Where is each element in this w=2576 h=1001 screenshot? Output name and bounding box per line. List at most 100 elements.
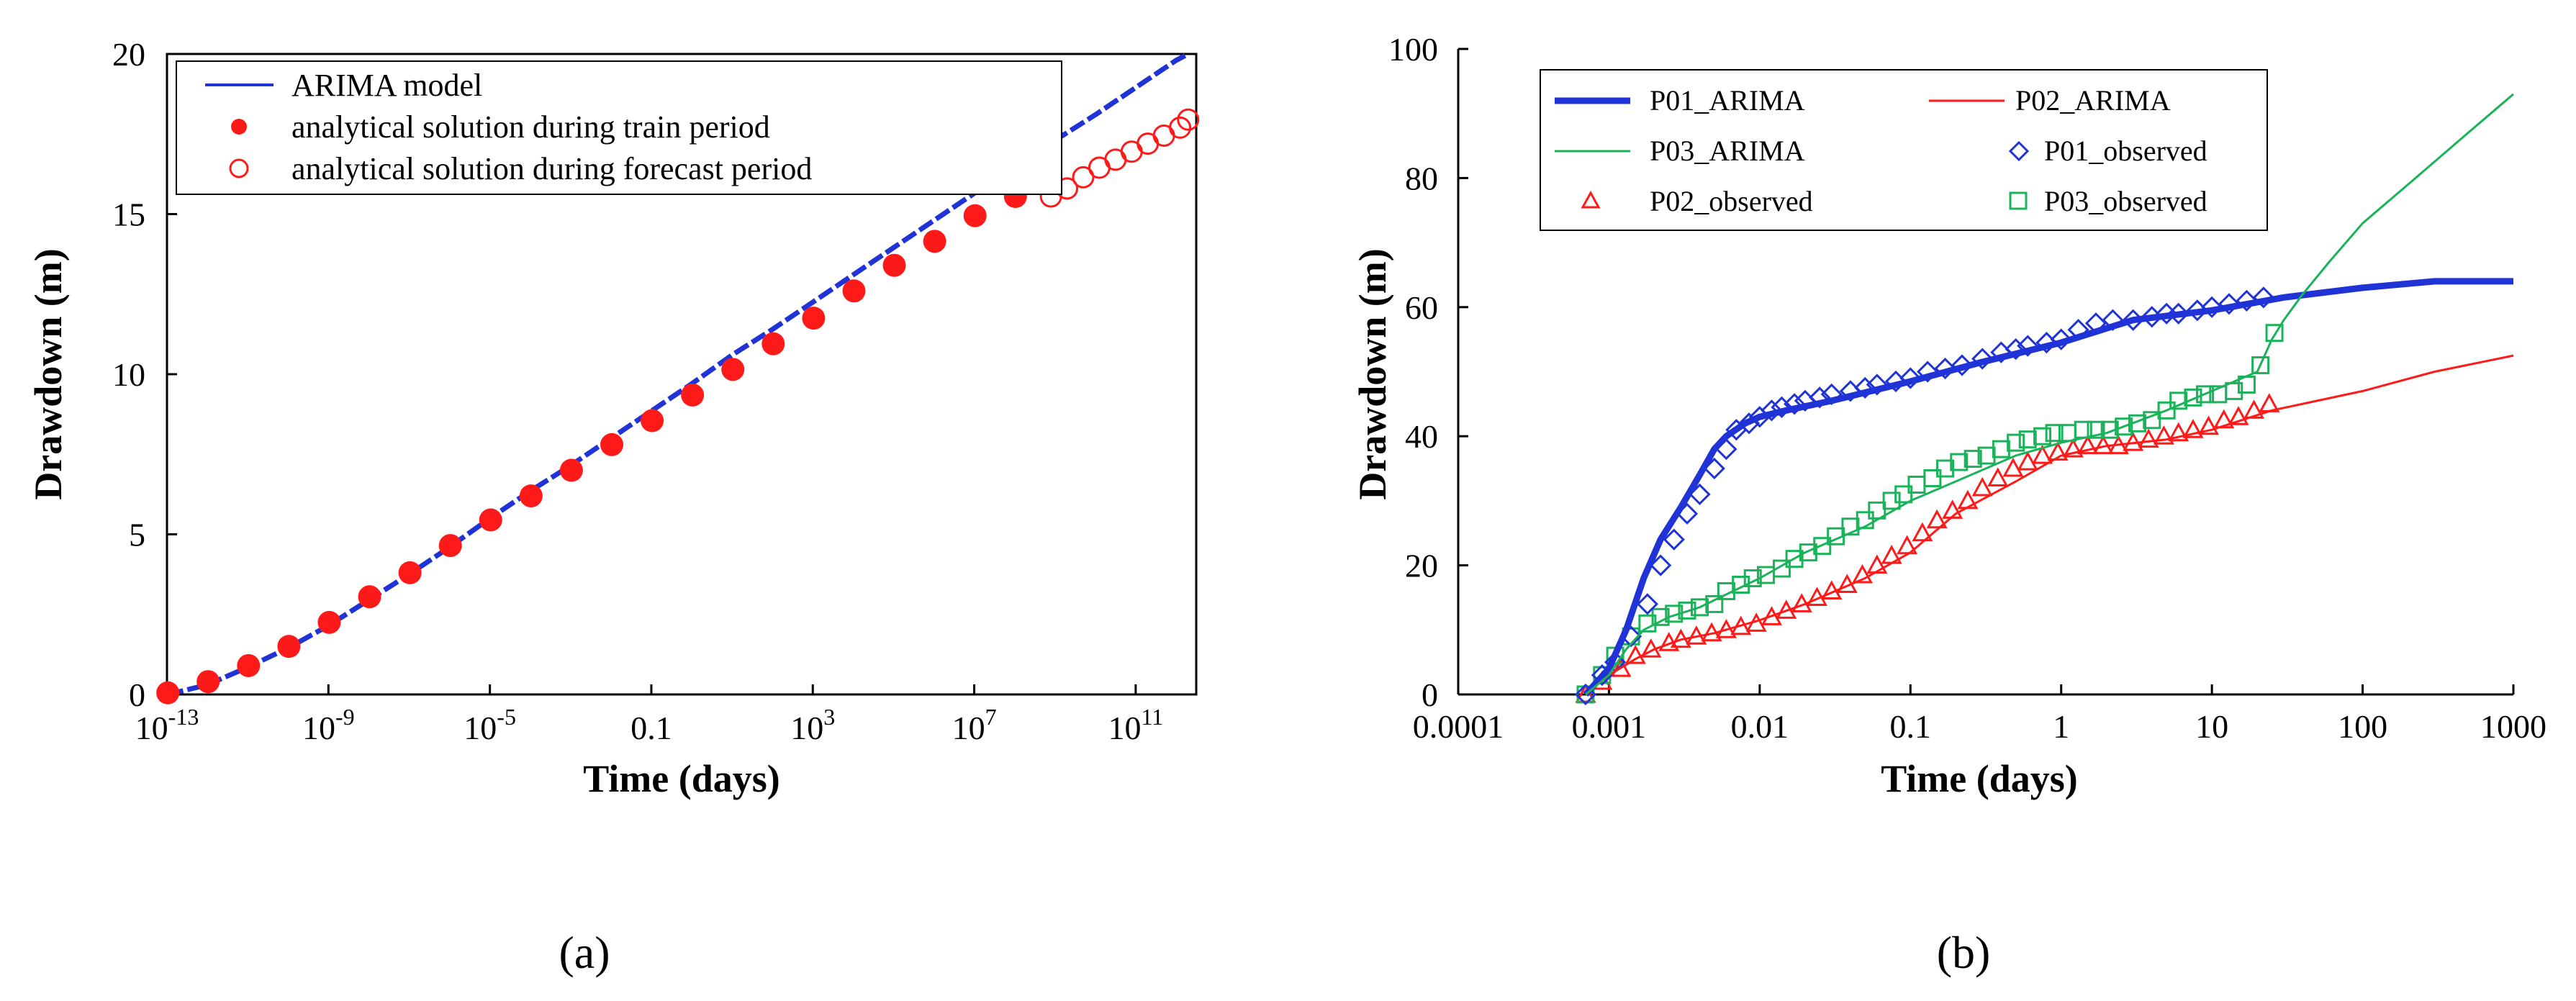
chart-b-p02-observed-point — [2197, 415, 2220, 435]
chart-b-p01-observed-point — [2017, 335, 2039, 357]
chart-b-series-p02-arima — [1585, 354, 2514, 696]
chart-a-train-point — [882, 253, 906, 277]
chart-b-p02-observed-point — [1610, 657, 1632, 677]
chart-a-y-axis-label: Drawdown (m) — [27, 248, 70, 499]
chart-a-train-point — [196, 670, 220, 694]
chart-b-legend-label-p01-observed: P01_observed — [2044, 135, 2207, 167]
chart-b-x-tick-label: 0.0001 — [1413, 708, 1504, 745]
chart-a-train-point — [479, 508, 502, 532]
chart-b-legend-box — [1540, 69, 2268, 231]
chart-b-p03-observed-point — [1691, 598, 1709, 617]
chart-b-series — [1574, 93, 2514, 706]
chart-b-p02-observed-point — [1624, 645, 1646, 664]
chart-a-train-point — [237, 653, 261, 677]
chart-b-p02-observed-point — [2077, 435, 2099, 455]
chart-b-series-p03-arima — [1585, 93, 2514, 696]
chart-b-p02-observed-point — [2138, 428, 2159, 448]
chart-b-p03-observed-point — [2143, 411, 2161, 430]
chart-b-p03-observed-point — [2169, 391, 2188, 410]
chart-a-forecast-point — [1169, 116, 1192, 139]
chart-b-x-tick-label: 0.1 — [1890, 708, 1932, 745]
chart-b-x-tick-label: 0.001 — [1572, 708, 1647, 745]
chart-b-p02-observed-point — [1761, 606, 1782, 625]
chart-a-train-point — [519, 484, 543, 508]
chart-a-x-tick-label: 0.1 — [631, 710, 672, 746]
chart-a-forecast-point — [1072, 166, 1095, 189]
chart-b-p03-observed-point — [2225, 381, 2243, 400]
chart-b-legend-label-p01-arima: P01_ARIMA — [1650, 84, 1805, 117]
chart-a-legend-box — [176, 60, 1062, 195]
chart-b-y-tick-label: 60 — [1405, 289, 1438, 326]
chart-b-p02-observed-point — [2032, 444, 2053, 464]
chart-a-train-point — [681, 383, 705, 407]
chart-b-x-tick-label: 1000 — [2480, 708, 2546, 745]
chart-b-p02-observed-point — [1912, 522, 1933, 542]
chart-b-p03-observed-point — [1894, 485, 1913, 504]
chart-b-x-axis-label: Time (days) — [1881, 757, 2078, 800]
chart-a-train-point — [842, 279, 866, 303]
chart-b-p03-observed-point — [2033, 427, 2052, 445]
chart-b-p03-observed-point — [2184, 388, 2202, 407]
chart-b-p01-observed-point — [1650, 554, 1672, 576]
chart-b-legend-marker-p03-observed — [2009, 191, 2028, 210]
chart-b-p02-observed-point — [2243, 399, 2265, 419]
chart-a-train-point — [600, 432, 623, 456]
chart-b-p02-observed-point — [2047, 441, 2069, 461]
chart-b-p03-observed-point — [2196, 385, 2215, 404]
chart-a-panel-label: (a) — [559, 927, 610, 978]
chart-b-p03-observed-point — [2007, 433, 2025, 452]
chart-b-series-p01-arima — [1583, 278, 2513, 697]
chart-b-p02-observed-point — [2168, 422, 2189, 442]
chart-a-train-point — [963, 204, 987, 227]
chart-b-p01-observed-point — [1761, 399, 1783, 422]
chart-b-p01-observed-point — [1971, 348, 1994, 370]
chart-a-forecast-point — [1177, 108, 1200, 131]
chart-b-p01-observed-point — [1917, 361, 1939, 383]
chart-b-p01-observed-point — [1663, 528, 1685, 551]
chart-a-train-point — [761, 332, 785, 355]
chart-a-train-point — [923, 230, 946, 253]
chart-a-x-tick-label: 1011 — [1108, 704, 1163, 746]
chart-b-legend-marker-p02-observed — [1581, 190, 1601, 209]
chart-a-x-axis-label: Time (days) — [583, 757, 780, 800]
chart-b-panel-label: (b) — [1937, 927, 1991, 978]
chart-b-p03-observed-point — [1963, 450, 1982, 468]
chart-b-p01-observed-point — [2201, 296, 2223, 318]
chart-b-p01-observed-point — [1771, 396, 1793, 418]
chart-a-y-tick-label: 5 — [129, 517, 145, 553]
chart-b-legend: P01_ARIMA P02_ARIMA P03_ARIMA P01_observ… — [1540, 69, 2268, 231]
chart-b-p03-observed-point — [1678, 601, 1696, 620]
chart-b-p03-observed-point — [1992, 440, 2010, 458]
chart-a-legend-label-forecast: analytical solution during forecast peri… — [292, 151, 812, 186]
chart-b-y-tick-label: 80 — [1405, 160, 1438, 196]
chart-a-train-point — [317, 610, 341, 634]
chart-b-p02-observed-point — [2228, 406, 2249, 425]
chart-b-x-tick-label: 100 — [2338, 708, 2387, 745]
chart-a-y-ticks: 0 5 10 15 20 — [112, 36, 177, 713]
chart-a-y-tick-label: 10 — [112, 356, 145, 393]
chart-b: 0 20 40 60 80 100 0.0001 0.001 0.01 0.1 1 10 100 100… — [1351, 31, 2546, 978]
chart-b-p01-observed-point — [1636, 593, 1659, 615]
chart-b-p03-observed-point — [1868, 501, 1886, 520]
chart-a-train-point — [156, 681, 180, 705]
chart-b-p03-observed-point — [1950, 453, 1969, 471]
chart-b-p03-observed-point — [2115, 417, 2133, 436]
chart-a-train-point — [398, 561, 422, 584]
chart-b-p03-observed-point — [2265, 324, 2284, 343]
chart-b-p02-observed-point — [2153, 425, 2174, 445]
chart-a-x-tick-label: 107 — [952, 704, 997, 746]
chart-b-p03-observed-point — [2087, 420, 2105, 439]
chart-a-train-point — [438, 534, 462, 558]
chart-b-p01-observed-point — [1809, 386, 1831, 409]
chart-b-p02-observed-point — [1987, 467, 2009, 487]
chart-b-p03-observed-point — [2251, 356, 2270, 375]
chart-b-p02-observed-point — [2002, 457, 2024, 477]
chart-a-x-ticks: 10-13 10-9 10-5 0.1 103 107 1011 — [135, 684, 1163, 746]
chart-a-legend-marker-train — [231, 119, 247, 135]
chart-a-train-point — [721, 358, 745, 381]
chart-b-legend-label-p03-observed: P03_observed — [2044, 185, 2207, 217]
chart-b-p01-observed-point — [1854, 376, 1876, 399]
chart-b-legend-label-p02-observed: P02_observed — [1650, 185, 1813, 217]
chart-b-p02-observed-point — [1852, 563, 1874, 584]
